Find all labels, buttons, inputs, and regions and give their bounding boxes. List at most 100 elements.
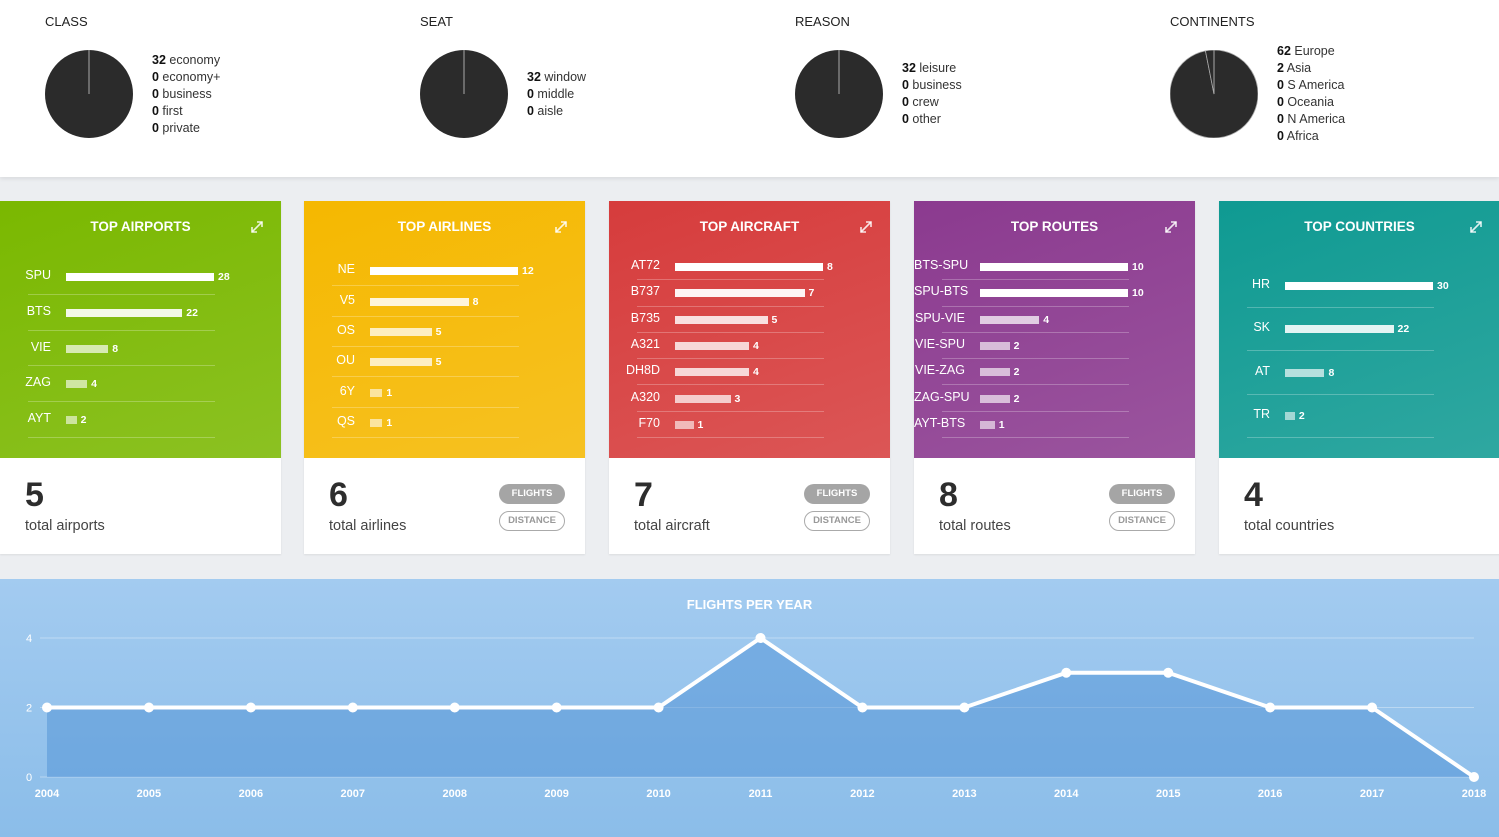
pie-legend-count: 0 xyxy=(152,69,159,84)
bar-row[interactable]: F70 1 xyxy=(609,411,824,437)
row-divider xyxy=(637,279,824,281)
pie-legend-item: 32 leisure xyxy=(902,60,962,77)
row-divider xyxy=(637,384,824,386)
total-label: total routes xyxy=(939,518,1011,534)
pie-legend-item: 0 crew xyxy=(902,94,962,111)
bar-row[interactable]: V5 8 xyxy=(304,288,519,314)
bar-label: SPU-BTS xyxy=(914,284,969,299)
pie-legend-count: 0 xyxy=(152,103,159,118)
bar-row[interactable]: SPU 28 xyxy=(0,263,229,289)
flights-toggle-button[interactable]: FLIGHTS xyxy=(804,484,870,504)
pie-legend-item: 0 Africa xyxy=(1277,128,1345,145)
pie-legend-label: window xyxy=(540,69,587,84)
distance-toggle-button[interactable]: DISTANCE xyxy=(1109,511,1175,531)
bar-row[interactable]: B737 7 xyxy=(609,279,824,305)
expand-icon[interactable] xyxy=(1163,219,1179,235)
row-divider xyxy=(637,437,824,438)
distance-toggle-button[interactable]: DISTANCE xyxy=(499,511,565,531)
bar-value: 2 xyxy=(80,414,87,427)
bar-row[interactable]: VIE 8 xyxy=(0,335,215,361)
pie-legend-count: 2 xyxy=(1277,61,1284,75)
pie-block-reason: REASON 32 leisure 0 business 0 crew 0 other xyxy=(795,0,1095,177)
bar-label: QS xyxy=(336,413,355,428)
bar xyxy=(980,420,995,429)
pie-chart xyxy=(420,50,508,138)
bar-row[interactable]: B735 5 xyxy=(609,306,824,332)
bar-value: 22 xyxy=(186,306,198,319)
pie-legend: 32 economy 0 economy+ 0 business 0 first 0 p… xyxy=(152,52,220,137)
bar-row[interactable]: SPU-VIE 4 xyxy=(914,306,1129,332)
card-chart-area: TOP AIRPORTS SPU 28 BTS 22 VIE 8 ZAG 4 AYT 2 xyxy=(0,201,281,458)
bar-row[interactable]: ZAG 4 xyxy=(0,370,215,396)
bar-label: DH8D xyxy=(625,363,660,378)
bar-row[interactable]: AT 8 xyxy=(1219,359,1434,385)
data-point xyxy=(449,702,460,713)
pie-legend-item: 0 N America xyxy=(1277,111,1345,128)
x-tick-label: 2008 xyxy=(442,788,466,800)
data-point xyxy=(653,702,664,713)
row-divider xyxy=(637,358,824,360)
bar-row[interactable]: AT72 8 xyxy=(609,253,833,279)
row-divider xyxy=(942,358,1129,360)
bar-label: BTS-SPU xyxy=(914,258,969,273)
row-divider xyxy=(942,437,1129,438)
row-divider xyxy=(637,331,824,333)
bar-label: B735 xyxy=(630,310,660,325)
bar-label: VIE-ZAG xyxy=(914,363,965,378)
bar-row[interactable]: BTS-SPU 10 xyxy=(914,253,1144,279)
data-point xyxy=(1367,702,1378,713)
bar-row[interactable]: NE 12 xyxy=(304,257,534,283)
data-point xyxy=(143,702,154,713)
bar-value: 10 xyxy=(1132,287,1144,300)
bar-row[interactable]: SPU-BTS 10 xyxy=(914,279,1144,305)
expand-icon[interactable] xyxy=(1468,219,1484,235)
bar-value: 1 xyxy=(386,416,393,429)
distance-toggle-button[interactable]: DISTANCE xyxy=(804,511,870,531)
bar-value: 1 xyxy=(998,418,1005,431)
bar-label: SPU-VIE xyxy=(914,310,965,325)
card-title: TOP AIRLINES xyxy=(397,219,492,234)
bar-row[interactable]: DH8D 4 xyxy=(609,358,824,384)
x-tick-label: 2017 xyxy=(1360,788,1384,800)
flights-toggle-button[interactable]: FLIGHTS xyxy=(1109,484,1175,504)
bar-row[interactable]: VIE-ZAG 2 xyxy=(914,358,1129,384)
bar-row[interactable]: AYT 2 xyxy=(0,406,215,432)
pie-chart xyxy=(45,50,133,138)
bar xyxy=(66,416,77,425)
bar-row[interactable]: 6Y 1 xyxy=(304,379,519,405)
total-label: total countries xyxy=(1244,518,1335,534)
pie-block-continents: CONTINENTS 62 Europe 2 Asia 0 S America 0 Oc… xyxy=(1170,0,1470,177)
bar-row[interactable]: ZAG-SPU 2 xyxy=(914,385,1129,411)
pie-legend-item: 32 window xyxy=(527,69,586,86)
card-title: TOP AIRPORTS xyxy=(90,219,191,234)
bar xyxy=(675,342,749,350)
flights-toggle-button[interactable]: FLIGHTS xyxy=(499,484,565,504)
card-top-airlines: TOP AIRLINES NE 12 V5 8 OS 5 OU 5 6Y 1 QS 1 6 total ai… xyxy=(304,201,585,554)
pie-title: REASON xyxy=(795,14,850,29)
bar-row[interactable]: AYT-BTS 1 xyxy=(914,411,1129,437)
bar-row[interactable]: OU 5 xyxy=(304,348,519,374)
bar-row[interactable]: OS 5 xyxy=(304,318,519,344)
bar-row[interactable]: QS 1 xyxy=(304,409,519,435)
total-count: 6 xyxy=(329,476,348,514)
bar-row[interactable]: HR 30 xyxy=(1219,272,1449,298)
expand-icon[interactable] xyxy=(249,219,265,235)
bar xyxy=(1285,325,1394,334)
bar-row[interactable]: TR 2 xyxy=(1219,402,1434,428)
data-point xyxy=(1469,772,1479,782)
expand-icon[interactable] xyxy=(858,219,874,235)
bar xyxy=(675,368,749,377)
summary-pie-strip: CLASS 32 economy 0 economy+ 0 business 0 fir… xyxy=(0,0,1499,177)
expand-icon[interactable] xyxy=(553,219,569,235)
bar xyxy=(980,289,1128,298)
bar-row[interactable]: A320 3 xyxy=(609,385,824,411)
bar-label: A320 xyxy=(630,389,660,404)
bar-row[interactable]: BTS 22 xyxy=(0,299,215,325)
bar-value: 5 xyxy=(435,356,442,369)
bar xyxy=(66,308,183,317)
bar-row[interactable]: A321 4 xyxy=(609,332,824,358)
bar-row[interactable]: VIE-SPU 2 xyxy=(914,332,1129,358)
bar-label: AYT xyxy=(27,411,51,426)
bar-row[interactable]: SK 22 xyxy=(1219,315,1434,341)
bar-value: 8 xyxy=(472,295,479,308)
